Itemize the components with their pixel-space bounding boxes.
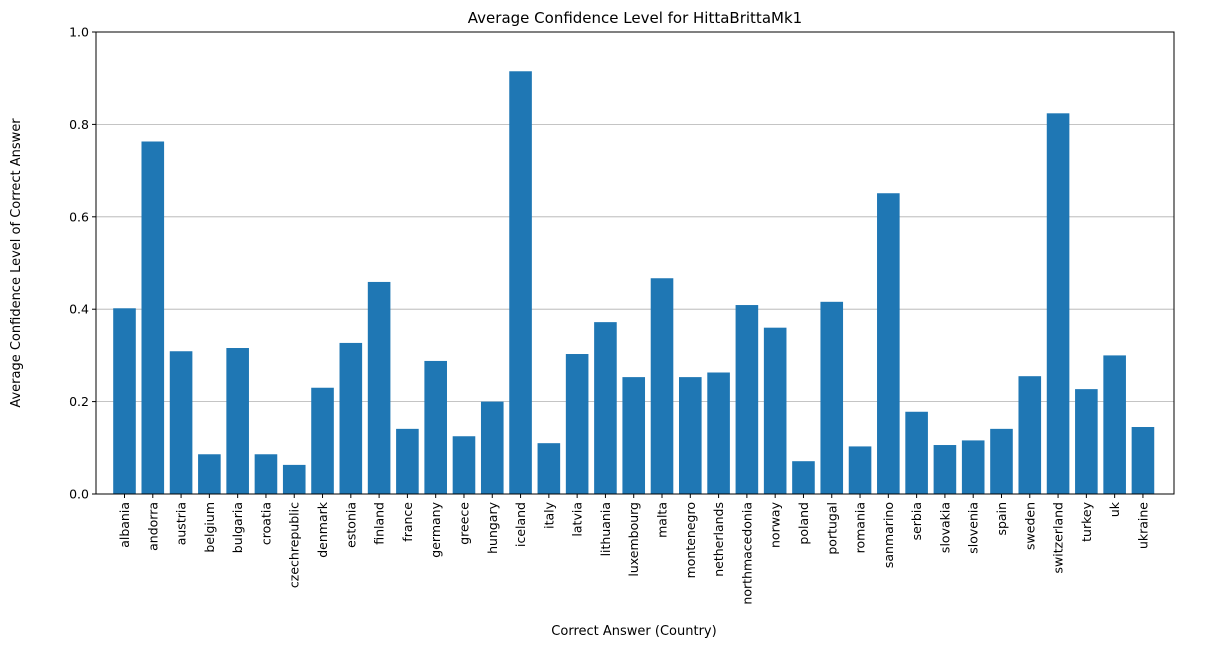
x-tick-label-serbia: serbia xyxy=(909,502,924,540)
bar-belgium xyxy=(198,454,221,494)
x-tick-label-denmark: denmark xyxy=(315,501,330,558)
x-tick-label-croatia: croatia xyxy=(258,502,273,545)
x-tick-label-malta: malta xyxy=(655,502,670,538)
y-tick-label: 1.0 xyxy=(69,25,89,40)
x-tick-label-sweden: sweden xyxy=(1022,502,1037,550)
bar-finland xyxy=(367,281,391,494)
x-tick-label-slovakia: slovakia xyxy=(937,502,952,553)
x-tick-label-sanmarino: sanmarino xyxy=(881,502,896,568)
x-axis-ticks: albania andorra austria belgium bulgaria croa… xyxy=(117,494,1150,605)
bar-latvia xyxy=(565,354,589,494)
y-tick-label: 0.0 xyxy=(69,487,89,502)
bar-austria xyxy=(169,351,193,494)
x-tick-label-montenegro: montenegro xyxy=(683,502,698,578)
x-axis-label: Correct Answer (Country) xyxy=(551,624,716,639)
bar-germany xyxy=(424,360,447,494)
bar-switzerland xyxy=(1046,113,1070,494)
x-tick-label-netherlands: netherlands xyxy=(711,502,726,577)
x-tick-label-poland: poland xyxy=(796,502,811,545)
x-tick-label-norway: norway xyxy=(768,501,783,548)
bar-serbia xyxy=(905,411,928,494)
x-tick-label-spain: spain xyxy=(994,502,1009,536)
x-tick-label-uk: uk xyxy=(1107,501,1122,517)
x-tick-label-romania: romania xyxy=(853,502,868,553)
bar-iceland xyxy=(509,71,532,495)
x-tick-label-albania: albania xyxy=(117,502,132,548)
x-tick-label-finland: finland xyxy=(372,502,387,545)
x-tick-label-france: france xyxy=(400,502,415,542)
bar-albania xyxy=(113,308,136,494)
gridlines xyxy=(96,124,1174,403)
x-tick-label-germany: germany xyxy=(428,501,443,557)
bar-denmark xyxy=(311,387,334,494)
x-tick-label-bulgaria: bulgaria xyxy=(230,502,245,553)
x-tick-label-ukraine: ukraine xyxy=(1135,502,1150,549)
x-tick-label-austria: austria xyxy=(174,502,189,545)
bar-andorra xyxy=(141,141,165,494)
bar-luxembourg xyxy=(622,377,646,494)
bar-czechrepublic xyxy=(282,464,306,494)
bar-sweden xyxy=(1018,376,1042,494)
y-tick-label: 0.2 xyxy=(69,394,89,409)
bar-northmacedonia xyxy=(735,305,759,494)
x-tick-label-estonia: estonia xyxy=(343,502,358,548)
bar-norway xyxy=(763,327,787,494)
chart-title: Average Confidence Level for HittaBritta… xyxy=(468,9,802,27)
y-tick-label: 0.6 xyxy=(69,209,89,224)
bar-spain xyxy=(990,428,1013,494)
y-axis-ticks: 0.0 0.2 0.4 0.6 0.8 1.0 xyxy=(69,25,96,502)
bar-bulgaria xyxy=(226,348,249,494)
bar-france xyxy=(396,428,419,494)
y-tick-label: 0.4 xyxy=(69,302,89,317)
bar-poland xyxy=(792,461,815,494)
bar-malta xyxy=(650,278,674,494)
bar-netherlands xyxy=(707,372,730,494)
x-tick-label-iceland: iceland xyxy=(513,502,528,547)
x-tick-label-belgium: belgium xyxy=(202,502,217,553)
bar-croatia xyxy=(254,454,278,494)
bar-estonia xyxy=(339,342,363,494)
x-tick-label-slovenia: slovenia xyxy=(966,502,981,554)
plot-frame xyxy=(95,31,1175,495)
x-tick-label-portugal: portugal xyxy=(824,502,839,555)
x-tick-label-northmacedonia: northmacedonia xyxy=(739,502,754,605)
bar-hungary xyxy=(480,401,504,494)
bar-ukraine xyxy=(1131,427,1155,494)
bar-slovenia xyxy=(961,440,985,494)
bar-romania xyxy=(848,446,872,494)
bar-sanmarino xyxy=(877,193,900,494)
x-tick-label-luxembourg: luxembourg xyxy=(626,502,641,577)
x-tick-label-turkey: turkey xyxy=(1079,501,1094,541)
y-tick-label: 0.8 xyxy=(69,117,89,132)
x-tick-label-italy: italy xyxy=(541,501,556,529)
bar-italy xyxy=(537,443,561,494)
x-tick-label-czechrepublic: czechrepublic xyxy=(287,502,302,588)
x-tick-label-greece: greece xyxy=(456,502,471,545)
bar-portugal xyxy=(820,301,844,494)
bar-lithuania xyxy=(594,322,617,494)
bar-turkey xyxy=(1075,389,1098,494)
bar-uk xyxy=(1103,355,1126,494)
x-tick-label-hungary: hungary xyxy=(485,501,500,554)
bars xyxy=(113,71,1155,495)
x-tick-label-latvia: latvia xyxy=(570,502,585,537)
x-tick-label-switzerland: switzerland xyxy=(1051,502,1066,574)
bar-montenegro xyxy=(679,377,702,494)
x-tick-label-lithuania: lithuania xyxy=(598,502,613,556)
x-tick-label-andorra: andorra xyxy=(145,502,160,551)
bar-greece xyxy=(452,436,476,494)
y-axis-label: Average Confidence Level of Correct Answ… xyxy=(9,118,24,408)
bar-slovakia xyxy=(933,445,957,494)
